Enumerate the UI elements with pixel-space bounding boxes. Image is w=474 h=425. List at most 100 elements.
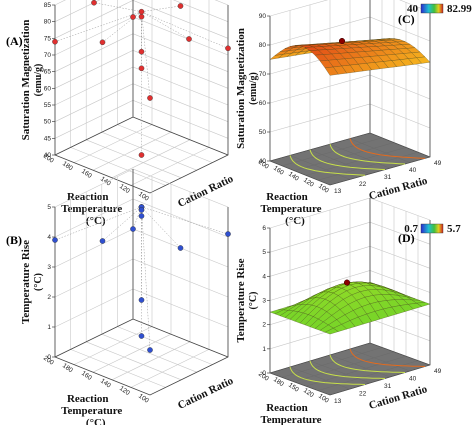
peak-marker xyxy=(338,37,346,45)
data-point xyxy=(186,36,192,42)
x-axis-title: (°C) xyxy=(86,417,106,425)
z-tick-label: 45 xyxy=(44,135,52,142)
z-tick-label: 3 xyxy=(47,264,51,271)
data-point xyxy=(138,152,145,158)
x-tick-label: 200 xyxy=(42,355,55,367)
x-tick-label: 200 xyxy=(257,159,270,171)
grid-line xyxy=(111,341,191,381)
x-axis-title: Reaction xyxy=(67,393,109,405)
x-axis-title: (°C) xyxy=(86,215,106,227)
colorbar-min: 0.7 xyxy=(404,223,418,235)
connector-line xyxy=(141,5,181,12)
z-tick-label: 75 xyxy=(44,35,52,42)
z-tick-label: 3 xyxy=(262,298,266,305)
y-axis-title: Cation Ratio xyxy=(176,173,236,210)
data-point xyxy=(138,207,145,213)
z-tick-label: 1 xyxy=(47,324,51,331)
z-tick-label: 50 xyxy=(44,119,52,126)
grid-line xyxy=(111,139,191,179)
grid-line xyxy=(73,124,153,163)
grid-line xyxy=(70,349,166,388)
x-axis-title: Reaction xyxy=(266,402,308,414)
peak-marker xyxy=(343,279,351,286)
z-tick-label: 6 xyxy=(262,225,266,232)
y-axis-title: Cation Ratio xyxy=(368,175,430,203)
z-tick-label: 40 xyxy=(259,158,267,165)
x-axis-title: (°C) xyxy=(285,215,305,227)
contour-line xyxy=(349,138,426,159)
contour-line xyxy=(349,348,426,367)
contour-line xyxy=(289,366,366,385)
grid-line xyxy=(92,333,172,373)
data-point xyxy=(177,245,184,251)
z-axis-unit: (°C) xyxy=(248,292,259,310)
z-tick-label: 85 xyxy=(44,2,52,9)
connector-line xyxy=(141,206,181,249)
connector-line xyxy=(141,11,151,99)
panel-letter: (B) xyxy=(6,233,22,247)
connector-line xyxy=(102,206,142,242)
z-tick-label: 70 xyxy=(44,52,52,59)
data-point xyxy=(138,48,145,55)
connector-line xyxy=(141,206,229,235)
data-point xyxy=(138,333,145,339)
grid-line xyxy=(101,131,197,171)
axis-frame xyxy=(54,207,229,396)
grid-line xyxy=(54,0,229,22)
data-point xyxy=(177,3,184,9)
connector-line xyxy=(102,11,142,43)
contour-line xyxy=(309,149,386,171)
z-tick-label: 80 xyxy=(259,42,267,49)
data-point xyxy=(225,45,231,52)
z-tick-label: 0 xyxy=(262,370,266,377)
panel-letter: (C) xyxy=(398,12,415,26)
z-tick-label: 60 xyxy=(44,85,52,92)
x-axis-title: Reaction xyxy=(67,191,109,203)
y-tick-label: 49 xyxy=(434,160,442,167)
data-point xyxy=(138,213,145,219)
z-axis-unit: (emu/g) xyxy=(248,72,259,105)
z-tick-label: 40 xyxy=(44,152,52,159)
surface-patch xyxy=(324,66,339,76)
y-tick-label: 22 xyxy=(359,391,367,398)
y-tick-label: 22 xyxy=(359,181,367,188)
grid-line xyxy=(117,326,213,365)
x-axis-title: Temperature xyxy=(61,203,122,215)
x-axis-title: Reaction xyxy=(266,191,308,203)
data-point xyxy=(130,226,136,232)
grid-line xyxy=(117,124,213,163)
data-point xyxy=(91,0,97,6)
grid-line xyxy=(92,131,172,171)
y-tick-label: 31 xyxy=(384,174,392,181)
y-tick-label: 13 xyxy=(334,398,342,405)
panel-a: 40455055606570758085200180160140120100(A… xyxy=(6,0,236,227)
surface-patch xyxy=(324,328,339,335)
data-point xyxy=(130,14,136,20)
colorbar-max: 82.99 xyxy=(447,3,472,15)
data-point xyxy=(99,238,106,244)
data-point xyxy=(138,8,145,15)
grid-line xyxy=(86,341,182,381)
colorbar-min: 40 xyxy=(407,3,419,15)
contour-line xyxy=(329,354,406,373)
z-axis-title: Temperature Rise xyxy=(20,240,32,324)
z-tick-label: 5 xyxy=(47,204,51,211)
grid-line xyxy=(101,333,197,373)
connector-line xyxy=(54,206,142,241)
panel-letter: (D) xyxy=(398,231,415,245)
colorbar xyxy=(420,3,444,14)
colorbar-max: 5.7 xyxy=(447,223,461,235)
z-tick-label: 4 xyxy=(47,234,51,241)
contour-line xyxy=(289,155,366,176)
grid-line xyxy=(70,147,166,186)
data-point xyxy=(138,13,145,20)
grid-line xyxy=(130,147,210,186)
data-point xyxy=(138,297,145,303)
grid-line xyxy=(269,0,431,17)
y-tick-label: 13 xyxy=(334,188,342,195)
z-tick-label: 2 xyxy=(47,294,51,301)
z-axis-title: Saturation Magnetization xyxy=(20,20,32,141)
z-tick-label: 90 xyxy=(259,13,267,20)
z-tick-label: 0 xyxy=(47,354,51,361)
